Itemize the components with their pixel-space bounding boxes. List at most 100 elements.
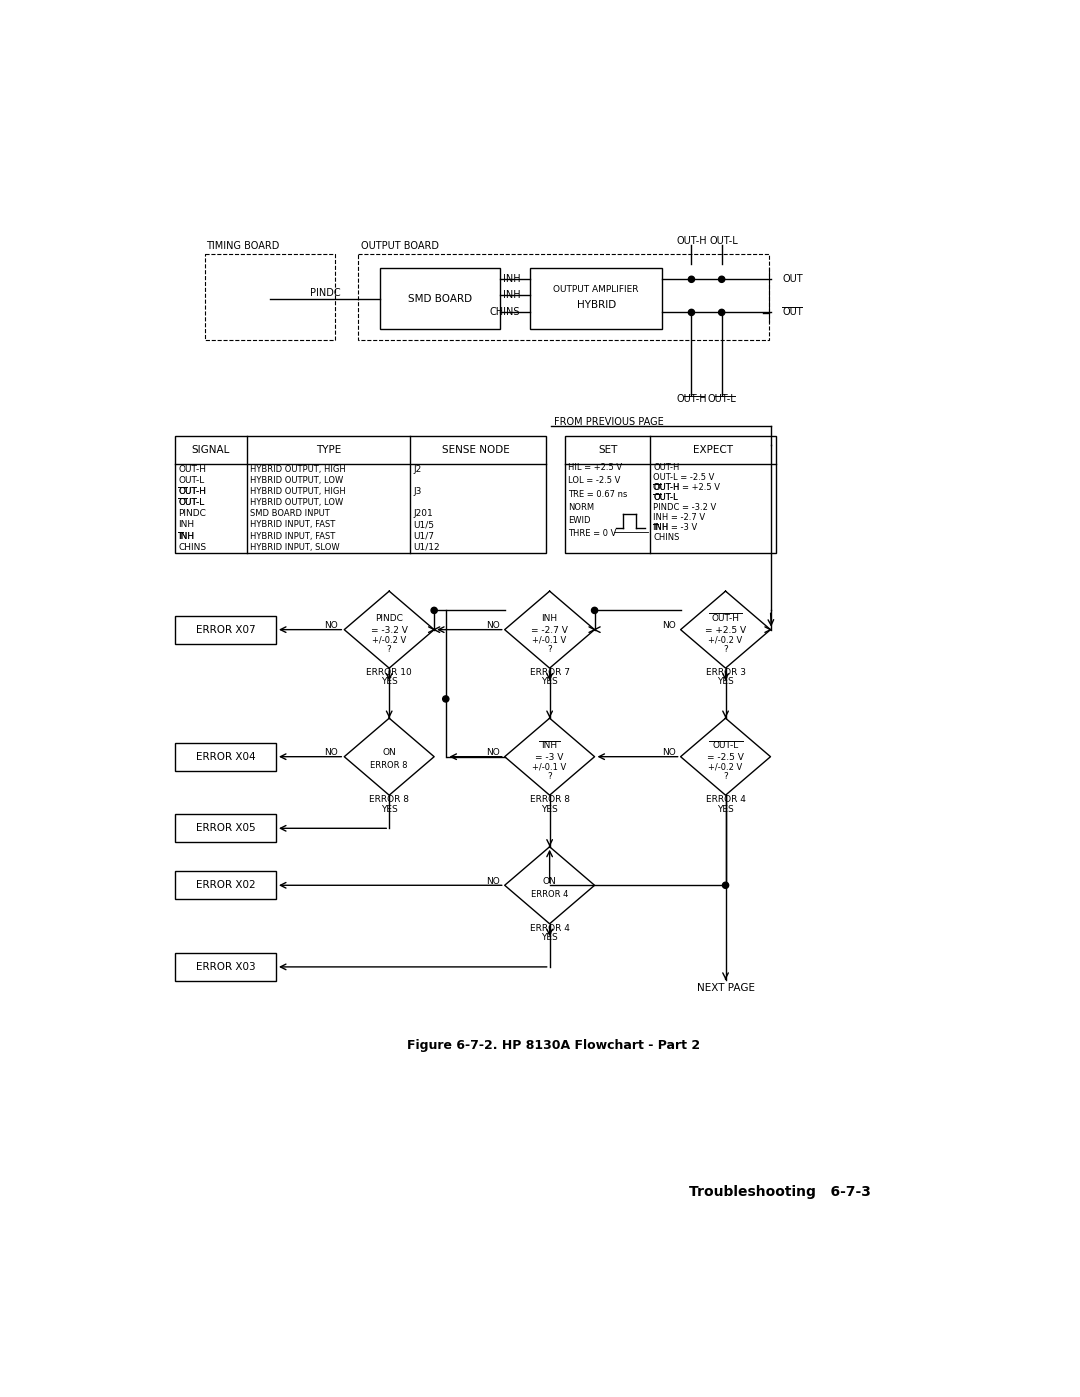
Text: HYBRID: HYBRID — [577, 300, 616, 310]
Text: ERROR X04: ERROR X04 — [195, 752, 256, 761]
Text: OUT-H: OUT-H — [676, 394, 706, 404]
Polygon shape — [680, 591, 770, 668]
Text: FROM PREVIOUS PAGE: FROM PREVIOUS PAGE — [554, 416, 663, 426]
Text: HYBRID OUTPUT, LOW: HYBRID OUTPUT, LOW — [251, 499, 343, 507]
Text: OUT-L: OUT-L — [178, 499, 204, 507]
Text: ON: ON — [382, 749, 396, 757]
Text: SIGNAL: SIGNAL — [192, 446, 230, 455]
Text: ?: ? — [724, 645, 728, 654]
Polygon shape — [504, 847, 595, 923]
Polygon shape — [345, 591, 434, 668]
Text: OUT-H: OUT-H — [178, 465, 206, 474]
Text: OUT-H = +2.5 V: OUT-H = +2.5 V — [653, 483, 720, 492]
Text: OUT-H: OUT-H — [653, 483, 679, 492]
Text: NO: NO — [324, 749, 338, 757]
Text: OUT-L: OUT-L — [707, 394, 737, 404]
Text: +/-0.1 V: +/-0.1 V — [532, 763, 567, 773]
Circle shape — [688, 277, 694, 282]
Text: ERROR 8: ERROR 8 — [369, 795, 409, 805]
Text: ?: ? — [387, 645, 392, 654]
Text: ?: ? — [724, 773, 728, 781]
Circle shape — [718, 309, 725, 316]
Polygon shape — [504, 718, 595, 795]
Text: U1/5: U1/5 — [414, 521, 434, 529]
Text: INH: INH — [541, 742, 557, 750]
Text: ERROR X05: ERROR X05 — [195, 823, 256, 833]
Text: CHINS: CHINS — [653, 534, 679, 542]
Bar — [175, 743, 276, 771]
Text: OUT-L = -2.5 V: OUT-L = -2.5 V — [653, 474, 715, 482]
Text: YES: YES — [717, 805, 734, 813]
Text: +/-0.2 V: +/-0.2 V — [708, 636, 743, 645]
Text: SMD BOARD: SMD BOARD — [407, 293, 472, 303]
Text: OUT-L: OUT-L — [178, 499, 204, 507]
Text: ERROR X07: ERROR X07 — [195, 624, 256, 634]
Text: = -3 V: = -3 V — [536, 753, 564, 761]
Text: INH = -2.7 V: INH = -2.7 V — [653, 513, 705, 522]
Text: ERROR X03: ERROR X03 — [195, 963, 256, 972]
Text: OUT: OUT — [782, 274, 802, 285]
Text: HYBRID OUTPUT, LOW: HYBRID OUTPUT, LOW — [251, 476, 343, 485]
Text: OUTPUT AMPLIFIER: OUTPUT AMPLIFIER — [553, 285, 639, 293]
Text: = -3.2 V: = -3.2 V — [370, 626, 407, 634]
Text: THRE = 0 V: THRE = 0 V — [568, 528, 617, 538]
Text: HYBRID INPUT, FAST: HYBRID INPUT, FAST — [251, 531, 336, 541]
Text: TYPE: TYPE — [316, 446, 341, 455]
Text: ERROR X02: ERROR X02 — [195, 880, 256, 890]
Text: ERROR 3: ERROR 3 — [705, 668, 745, 678]
Text: NO: NO — [486, 877, 500, 886]
Text: ON: ON — [543, 877, 556, 886]
Text: LOL = -2.5 V: LOL = -2.5 V — [568, 476, 621, 486]
Text: OUTPUT BOARD: OUTPUT BOARD — [362, 240, 440, 251]
Text: OUT: OUT — [782, 307, 802, 317]
Text: PINDC: PINDC — [375, 615, 403, 623]
Bar — [565, 436, 775, 553]
Text: HIL = +2.5 V: HIL = +2.5 V — [568, 464, 622, 472]
Text: TIMING BOARD: TIMING BOARD — [206, 240, 280, 251]
Text: NO: NO — [486, 622, 500, 630]
Circle shape — [443, 696, 449, 703]
Bar — [359, 254, 769, 339]
Text: NO: NO — [486, 749, 500, 757]
Bar — [530, 268, 662, 330]
Text: NO: NO — [324, 622, 338, 630]
Text: CHINS: CHINS — [178, 542, 206, 552]
Text: PINDC = -3.2 V: PINDC = -3.2 V — [653, 503, 717, 513]
Text: HYBRID OUTPUT, HIGH: HYBRID OUTPUT, HIGH — [251, 488, 347, 496]
Text: ERROR 8: ERROR 8 — [370, 761, 408, 770]
Text: TRE = 0.67 ns: TRE = 0.67 ns — [568, 489, 627, 499]
Text: INH: INH — [178, 521, 194, 529]
Text: SENSE NODE: SENSE NODE — [442, 446, 510, 455]
Text: Figure 6-7-2. HP 8130A Flowchart - Part 2: Figure 6-7-2. HP 8130A Flowchart - Part … — [407, 1039, 700, 1052]
Text: SET: SET — [598, 446, 618, 455]
Text: Troubleshooting   6-7-3: Troubleshooting 6-7-3 — [689, 1185, 872, 1199]
Text: YES: YES — [381, 805, 397, 813]
Text: ERROR 4: ERROR 4 — [531, 890, 568, 900]
Text: CHINS: CHINS — [489, 307, 521, 317]
Text: YES: YES — [381, 678, 397, 686]
Text: ERROR 7: ERROR 7 — [529, 668, 569, 678]
Bar — [175, 814, 276, 842]
Text: = -2.5 V: = -2.5 V — [707, 753, 744, 761]
Text: OUT-H: OUT-H — [712, 615, 740, 623]
Text: ERROR 10: ERROR 10 — [366, 668, 413, 678]
Bar — [175, 436, 545, 553]
Text: OUT-H: OUT-H — [676, 236, 706, 246]
Text: NORM: NORM — [568, 503, 594, 511]
Text: NO: NO — [662, 622, 676, 630]
Text: J201: J201 — [414, 510, 433, 518]
Text: INH: INH — [502, 274, 521, 285]
Text: ERROR 8: ERROR 8 — [529, 795, 569, 805]
Text: INH: INH — [178, 531, 194, 541]
Text: ?: ? — [548, 645, 552, 654]
Circle shape — [723, 882, 729, 888]
Text: YES: YES — [541, 805, 558, 813]
Text: J3: J3 — [414, 488, 421, 496]
Text: HYBRID INPUT, SLOW: HYBRID INPUT, SLOW — [251, 542, 340, 552]
Text: INH: INH — [541, 615, 557, 623]
Text: +/-0.2 V: +/-0.2 V — [373, 636, 406, 645]
Text: INH = -3 V: INH = -3 V — [653, 524, 698, 532]
Text: OUT-H: OUT-H — [178, 488, 206, 496]
Text: OUT-H: OUT-H — [178, 488, 206, 496]
Circle shape — [592, 608, 597, 613]
